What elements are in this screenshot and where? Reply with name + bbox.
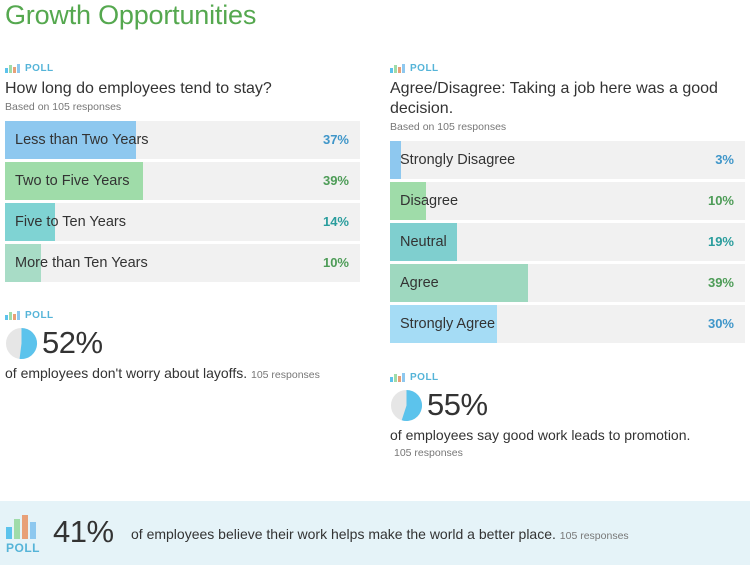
- poll-option-label: Neutral: [400, 234, 447, 250]
- poll-option-five-to-ten-years: Five to Ten Years 14%: [5, 203, 360, 241]
- poll-option-strongly-agree: Strongly Agree 30%: [390, 305, 745, 343]
- poll-option-label: Less than Two Years: [15, 132, 149, 148]
- stat-description: of employees believe their work helps ma…: [131, 526, 629, 542]
- poll-option-bar: [5, 121, 137, 159]
- poll-option-percent: 30%: [707, 316, 734, 331]
- poll-tag: POLL: [5, 307, 365, 323]
- poll-option-percent: 10%: [707, 193, 734, 208]
- poll-chart-icon: [6, 515, 46, 539]
- poll-option-bar: [5, 244, 41, 282]
- stat-promotion: POLL 55% of employees say good work lead…: [390, 369, 745, 459]
- stat-responses: 105 responses: [394, 447, 463, 459]
- poll-option-bar: [5, 203, 55, 241]
- poll-label: POLL: [410, 62, 439, 74]
- poll-option-label: More than Ten Years: [15, 255, 148, 271]
- poll-bars: Less than Two Years 37% Two to Five Year…: [5, 121, 360, 282]
- stat-banner-world: POLL 41% of employees believe their work…: [0, 501, 750, 565]
- poll-option-label: Disagree: [400, 193, 459, 209]
- pie-chart-icon: [390, 389, 423, 421]
- poll-option-strongly-disagree: Strongly Disagree 3%: [390, 141, 745, 179]
- stat-text: of employees don't worry about layoffs.: [5, 365, 248, 381]
- poll-question: Agree/Disagree: Taking a job here was a …: [390, 80, 718, 117]
- poll-option-agree: Agree 39%: [390, 264, 745, 302]
- poll-option-bar: [390, 305, 497, 343]
- poll-based-on: Based on 105 responses: [5, 101, 122, 113]
- poll-option-label: Two to Five Years: [15, 173, 130, 189]
- stat-text: of employees say good work leads to prom…: [390, 427, 691, 443]
- poll-option-two-to-five-years: Two to Five Years 39%: [5, 162, 360, 200]
- poll-decision-section: POLL Agree/Disagree: Taking a job here w…: [390, 60, 745, 346]
- poll-option-percent: 14%: [322, 214, 349, 229]
- pie-chart-icon: [5, 327, 38, 359]
- stat-value: 55%: [427, 387, 488, 422]
- poll-label: POLL: [410, 371, 439, 383]
- poll-label: POLL: [6, 541, 40, 555]
- stat-layoffs: POLL 52% of employees don't worry about …: [5, 307, 365, 384]
- poll-option-label: Five to Ten Years: [15, 214, 126, 230]
- poll-option-percent: 19%: [707, 234, 734, 249]
- stat-responses: 105 responses: [251, 369, 320, 381]
- poll-option-label: Strongly Agree: [400, 316, 496, 332]
- stat-responses: 105 responses: [559, 530, 629, 542]
- stat-value: 52%: [42, 325, 103, 360]
- stat-text: of employees believe their work helps ma…: [131, 526, 556, 542]
- poll-tenure-section: POLL How long do employees tend to stay?…: [5, 60, 360, 285]
- poll-chart-icon: [5, 63, 20, 73]
- poll-option-bar: [390, 264, 529, 302]
- poll-option-label: Agree: [400, 275, 439, 291]
- poll-based-on: Based on 105 responses: [390, 121, 507, 133]
- poll-chart-icon: [390, 63, 405, 73]
- poll-option-neutral: Neutral 19%: [390, 223, 745, 261]
- poll-label: POLL: [25, 309, 54, 321]
- poll-question: How long do employees tend to stay?: [5, 80, 272, 97]
- poll-option-bar: [5, 162, 144, 200]
- poll-chart-icon: [390, 372, 405, 382]
- poll-bars: Strongly Disagree 3% Disagree 10% Neutra…: [390, 141, 745, 343]
- pie-slice: [19, 327, 38, 359]
- poll-option-bar: [390, 182, 426, 220]
- poll-option-label: Strongly Disagree: [400, 152, 516, 168]
- poll-chart-icon: [5, 310, 20, 320]
- poll-option-percent: 3%: [715, 152, 734, 167]
- poll-tag: POLL: [390, 369, 745, 385]
- pie-slice: [401, 389, 423, 421]
- poll-option-more-than-ten-years: More than Ten Years 10%: [5, 244, 360, 282]
- poll-option-percent: 37%: [322, 132, 349, 147]
- stat-description: of employees don't worry about layoffs. …: [5, 364, 365, 384]
- poll-tag: POLL: [6, 515, 46, 555]
- page-title: Growth Opportunities: [5, 0, 257, 30]
- poll-option-bar: [390, 223, 458, 261]
- poll-option-disagree: Disagree 10%: [390, 182, 745, 220]
- poll-option-bar: [390, 141, 401, 179]
- poll-option-percent: 39%: [707, 275, 734, 290]
- poll-tag: POLL: [390, 60, 745, 76]
- poll-tag: POLL: [5, 60, 360, 76]
- poll-option-percent: 39%: [322, 173, 349, 188]
- stat-value: 41%: [53, 514, 114, 549]
- poll-option-less-than-two-years: Less than Two Years 37%: [5, 121, 360, 159]
- poll-option-percent: 10%: [322, 255, 349, 270]
- poll-label: POLL: [25, 62, 54, 74]
